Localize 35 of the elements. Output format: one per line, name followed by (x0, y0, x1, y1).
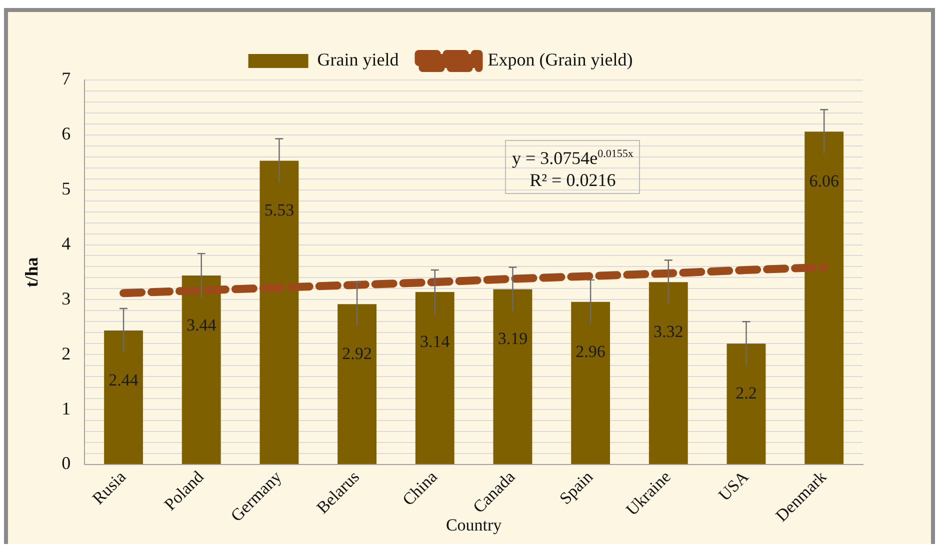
y-tick-label: 3 (62, 288, 71, 308)
data-label: 3.44 (186, 315, 217, 334)
data-label: 2.2 (736, 384, 757, 403)
legend-label: Expon (Grain yield) (488, 50, 633, 70)
data-label: 6.06 (809, 172, 839, 191)
data-label: 3.32 (654, 322, 684, 342)
y-tick-label: 0 (62, 453, 71, 474)
data-label: 3.14 (420, 332, 450, 351)
bar (415, 292, 454, 464)
bar (493, 289, 532, 464)
y-tick-label: 1 (62, 398, 71, 418)
data-label: 5.53 (264, 200, 294, 220)
data-label: 2.44 (108, 370, 139, 390)
data-label: 3.19 (498, 329, 528, 348)
y-tick-label: 6 (62, 124, 71, 144)
legend-label: Grain yield (317, 50, 399, 70)
annotation: y = 3.0754e$^{0.0155x}$ (512, 147, 634, 169)
x-tick-label: USA (714, 466, 753, 505)
bar (648, 282, 688, 464)
bar (104, 330, 143, 464)
bar (804, 132, 844, 464)
y-tick-label: 7 (62, 68, 71, 89)
annotation: R² = 0.0216 (528, 169, 617, 191)
bar (571, 302, 610, 464)
y-tick-label: 2 (62, 343, 71, 364)
y-tick-label: 5 (62, 178, 71, 199)
bar (260, 160, 299, 464)
y-tick-label: 4 (62, 234, 71, 254)
x-axis-title: Country (446, 515, 502, 534)
y-axis-title: t/ha (21, 257, 42, 288)
bar (338, 304, 376, 464)
bar (726, 344, 766, 464)
bar (182, 276, 221, 464)
data-label: 2.96 (576, 342, 606, 361)
data-label: 2.92 (342, 344, 372, 364)
